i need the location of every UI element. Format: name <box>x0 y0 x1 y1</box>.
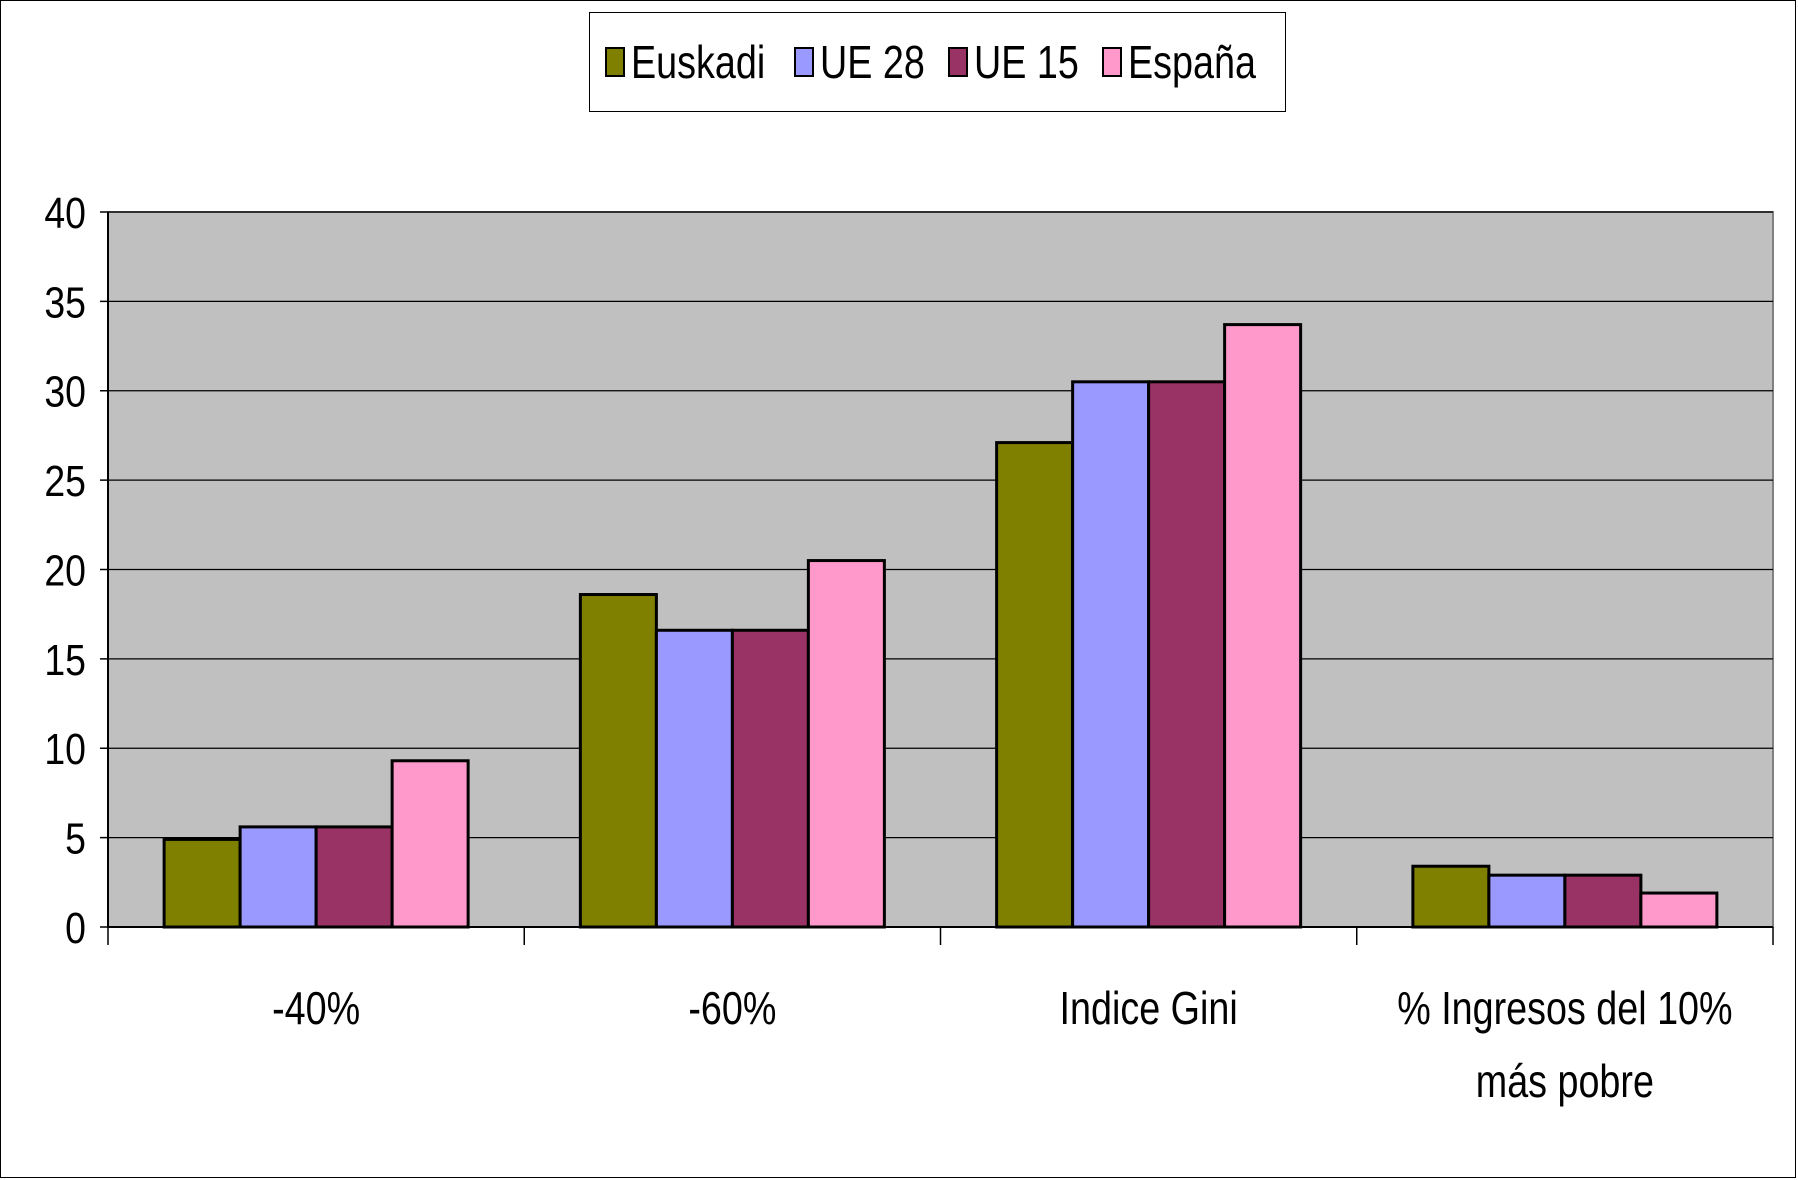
legend-label-ue15: UE 15 <box>974 36 1080 88</box>
bar-ue-15-3 <box>1563 873 1643 929</box>
chart-legend: Euskadi UE 28 UE 15 España <box>589 12 1286 112</box>
bar-ue-28-1 <box>654 628 734 929</box>
y-tick-label-10: 10 <box>44 724 86 774</box>
legend-swatch-euskadi <box>604 47 625 77</box>
bar-españa-3 <box>1639 891 1719 929</box>
y-tick-label-25: 25 <box>44 456 86 506</box>
bar-ue-15-0 <box>314 825 394 929</box>
bar-euskadi-0 <box>162 837 242 929</box>
x-category-label-1: -60% <box>688 982 776 1033</box>
bar-ue-28-2 <box>1071 380 1151 929</box>
legend-swatch-ue15 <box>948 47 969 77</box>
bar-ue-28-3 <box>1487 873 1567 929</box>
x-category-label-3-line-1: más pobre <box>1476 1055 1654 1106</box>
y-tick-label-0: 0 <box>65 903 86 953</box>
legend-label-ue28: UE 28 <box>820 36 926 88</box>
legend-label-espana: España <box>1128 36 1257 88</box>
y-tick-label-20: 20 <box>44 546 86 596</box>
bar-ue-28-0 <box>238 825 318 929</box>
bar-euskadi-3 <box>1411 864 1491 929</box>
legend-label-euskadi: Euskadi <box>630 36 765 88</box>
y-tick-label-30: 30 <box>44 367 86 417</box>
bar-españa-2 <box>1223 323 1303 929</box>
legend-swatch-espana <box>1102 47 1123 77</box>
bar-españa-1 <box>806 559 886 929</box>
legend-item-ue28: UE 28 <box>794 35 934 89</box>
bar-euskadi-2 <box>995 441 1075 929</box>
bar-españa-0 <box>390 759 470 929</box>
legend-item-espana: España <box>1102 35 1270 89</box>
x-category-label-2: Indice Gini <box>1060 982 1238 1033</box>
bar-euskadi-1 <box>578 593 658 929</box>
legend-swatch-ue28 <box>794 47 815 77</box>
y-tick-label-35: 35 <box>44 278 86 328</box>
x-category-label-0: -40% <box>272 982 360 1033</box>
bar-ue-15-2 <box>1147 380 1227 929</box>
legend-item-ue15: UE 15 <box>948 35 1088 89</box>
y-tick-label-40: 40 <box>44 188 86 238</box>
y-tick-label-5: 5 <box>65 814 86 864</box>
y-tick-label-15: 15 <box>44 635 86 685</box>
x-category-label-3-line-0: % Ingresos del 10% <box>1397 982 1732 1033</box>
bar-ue-15-1 <box>730 628 810 929</box>
legend-item-euskadi: Euskadi <box>604 35 781 89</box>
